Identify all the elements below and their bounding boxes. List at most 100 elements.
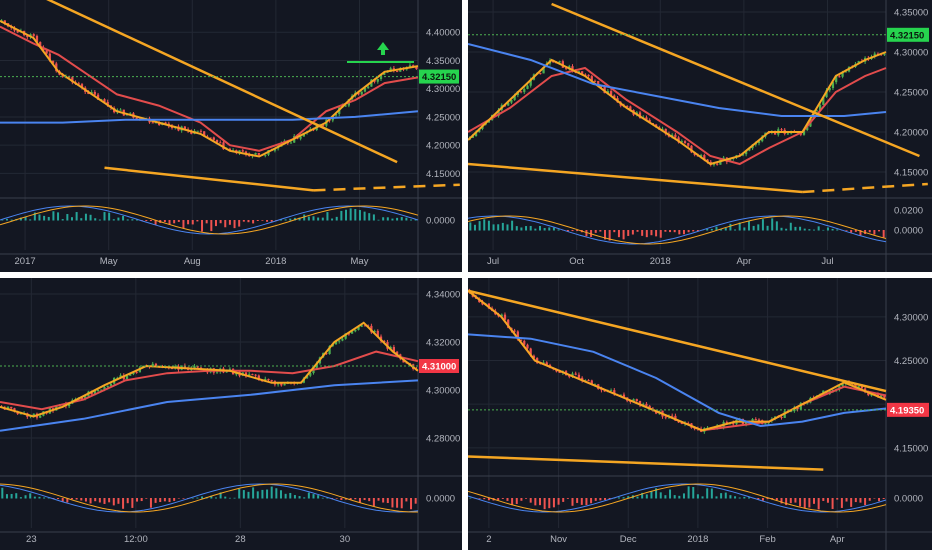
histogram-bar <box>682 230 685 235</box>
candle-body <box>790 411 793 413</box>
candle-body <box>619 394 622 396</box>
candle-body <box>883 395 886 398</box>
candle-body <box>16 30 19 33</box>
histogram-bar <box>664 495 667 499</box>
histogram-bar <box>108 498 111 503</box>
price-tag: 4.31000 <box>422 362 456 373</box>
y-tick-label: 4.30000 <box>426 386 460 397</box>
histogram-bar <box>738 497 741 499</box>
histogram-bar <box>242 490 245 499</box>
candle-body <box>661 128 664 130</box>
histogram-bar <box>752 225 755 231</box>
histogram-bar <box>627 496 630 499</box>
histogram-bar <box>734 229 737 231</box>
histogram-bar <box>803 228 806 231</box>
histogram-bar <box>766 498 769 500</box>
x-tick-label: Aug <box>184 256 201 267</box>
histogram-bar <box>780 498 783 504</box>
histogram-bar <box>669 489 672 499</box>
histogram-bar <box>729 495 732 499</box>
candle-body <box>212 137 215 140</box>
trendline-0 <box>46 0 398 164</box>
x-tick-label: Feb <box>759 534 775 545</box>
x-tick-label: 2018 <box>687 534 708 545</box>
candle-body <box>603 390 606 392</box>
histogram-bar <box>410 498 413 510</box>
histogram-bar <box>228 220 231 225</box>
histogram-bar <box>228 497 231 499</box>
histogram-bar <box>473 224 476 231</box>
histogram-bar <box>859 230 862 236</box>
histogram-bar <box>775 498 778 501</box>
histogram-bar <box>566 498 569 499</box>
y-tick-label: 4.25000 <box>426 112 460 123</box>
histogram-bar <box>497 498 500 501</box>
candle-body <box>228 368 232 370</box>
histogram-bar <box>94 498 97 502</box>
histogram-bar <box>599 498 602 501</box>
candle-body <box>383 341 386 343</box>
candle-body <box>334 113 338 116</box>
histogram-bar <box>312 494 315 499</box>
y-tick-label: 4.30000 <box>426 84 460 95</box>
candle-body <box>857 386 860 388</box>
histogram-bar <box>655 230 658 237</box>
histogram-bar <box>405 498 408 502</box>
histogram-bar <box>354 498 357 500</box>
histogram-bar <box>631 230 634 235</box>
y-tick-label: 4.35000 <box>894 8 928 19</box>
histogram-bar <box>534 228 537 231</box>
histogram-bar <box>478 498 481 499</box>
histogram-bar <box>326 212 329 221</box>
histogram-bar <box>548 498 551 509</box>
histogram-bar <box>845 230 848 231</box>
histogram-bar <box>284 219 287 221</box>
candle-body <box>732 422 735 425</box>
histogram-bar <box>534 498 537 506</box>
candle-body <box>523 340 526 345</box>
candle-body <box>408 65 412 68</box>
histogram-bar <box>24 495 27 499</box>
histogram-bar <box>469 222 472 231</box>
histogram-bar <box>52 211 55 221</box>
candle-body <box>341 338 344 341</box>
candle-body <box>238 150 241 153</box>
histogram-bar <box>289 492 292 499</box>
histogram-bar <box>233 220 236 229</box>
signal-line <box>468 215 887 245</box>
histogram-bar <box>293 217 296 221</box>
price-tag: 4.32150 <box>890 30 924 41</box>
histogram-bar <box>5 218 8 221</box>
histogram-bar <box>224 220 227 228</box>
histogram-bar <box>469 497 472 499</box>
candle-body <box>13 408 16 412</box>
histogram-bar <box>785 498 788 506</box>
histogram-bar <box>822 229 825 231</box>
candle-body <box>283 383 286 386</box>
histogram-bar <box>61 498 64 502</box>
histogram-bar <box>478 221 481 231</box>
candle-body <box>344 105 347 107</box>
histogram-bar <box>117 217 120 221</box>
histogram-bar <box>715 226 718 231</box>
histogram-bar <box>98 219 101 221</box>
candle-body <box>154 122 158 124</box>
candle-body <box>322 124 325 126</box>
histogram-bar <box>538 498 541 506</box>
histogram-bar <box>126 498 129 504</box>
histogram-bar <box>706 229 709 231</box>
y-tick-label: 4.25000 <box>894 88 928 99</box>
candle-body <box>748 148 751 151</box>
histogram-bar <box>868 230 871 233</box>
candle-body <box>183 365 187 369</box>
candle-body <box>629 106 632 111</box>
candle-body <box>257 152 260 155</box>
signal-line <box>0 205 419 235</box>
candle-body <box>215 139 219 143</box>
histogram-bar <box>261 220 264 221</box>
histogram-bar <box>38 496 41 499</box>
histogram-bar <box>497 224 500 231</box>
candle-body <box>244 151 248 155</box>
candle-body <box>309 373 312 376</box>
histogram-bar <box>284 493 287 499</box>
